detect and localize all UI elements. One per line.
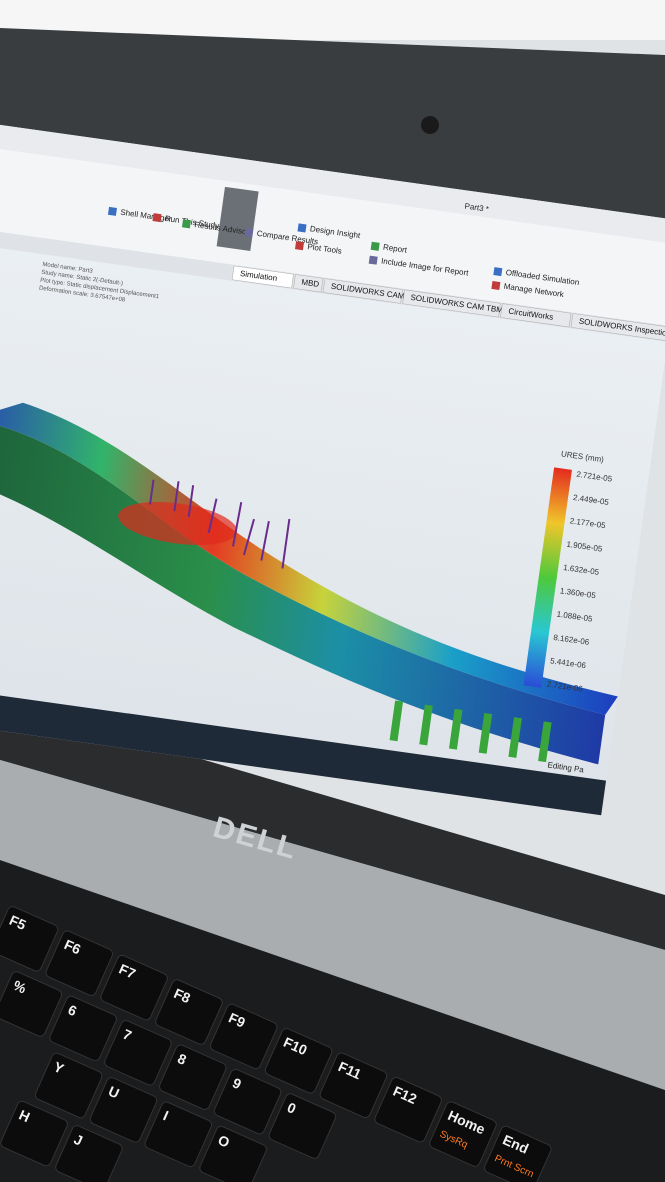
key-label: I [161, 1107, 171, 1123]
ribbon-icon [370, 241, 380, 251]
key [264, 1028, 333, 1094]
fixtures [389, 700, 552, 763]
beam-front [0, 418, 606, 765]
key [104, 1020, 172, 1086]
max-displacement [118, 502, 238, 546]
bezel-bottom [0, 700, 665, 950]
tab-bg [570, 313, 665, 344]
key [268, 1093, 337, 1159]
key-label: F5 [7, 912, 29, 933]
legend-bar [523, 467, 572, 688]
ribbon-icon [107, 206, 117, 216]
tab-bg [322, 278, 403, 304]
key [0, 906, 59, 972]
key [89, 1077, 158, 1143]
keyboard-deck [0, 860, 665, 1182]
beam-top [0, 402, 618, 715]
ribbon-icon [368, 255, 378, 265]
ribbon-icon [491, 280, 501, 290]
taskbar [0, 680, 607, 816]
key [210, 1003, 278, 1070]
key [100, 954, 168, 1021]
key [159, 1044, 227, 1110]
key [319, 1052, 388, 1118]
key [429, 1101, 497, 1167]
bezel-top [0, 28, 665, 240]
ribbon-icon [152, 213, 162, 223]
key [49, 995, 117, 1062]
ribbon-icon [493, 267, 503, 277]
key [155, 979, 223, 1045]
key [144, 1101, 213, 1167]
key [0, 971, 63, 1037]
key-label: F6 [62, 936, 84, 957]
ribbon-icon [297, 223, 307, 233]
loads [149, 479, 291, 569]
window-title: Part3 * [464, 202, 489, 214]
tab-bg [293, 274, 324, 293]
hinge [0, 760, 665, 1090]
title-bar [0, 120, 665, 245]
key [484, 1125, 552, 1182]
key [213, 1068, 282, 1135]
key-label: F8 [171, 985, 193, 1006]
ribbon-icon [294, 241, 305, 251]
ribbon-icon [244, 228, 254, 238]
key [34, 1052, 103, 1119]
ribbon [0, 144, 665, 327]
ribbon-button[interactable]: Report [383, 243, 409, 255]
tab-bg [231, 265, 294, 289]
tab-bg [500, 303, 572, 328]
webcam [421, 116, 439, 134]
key [0, 1100, 68, 1167]
key [45, 930, 114, 996]
key-label: F9 [226, 1009, 248, 1030]
tab-bg [402, 289, 501, 318]
key [55, 1125, 123, 1182]
key-label: F7 [117, 961, 139, 982]
ribbon-icon [181, 219, 191, 229]
tab[interactable]: MBD [301, 278, 320, 289]
key [374, 1076, 442, 1143]
